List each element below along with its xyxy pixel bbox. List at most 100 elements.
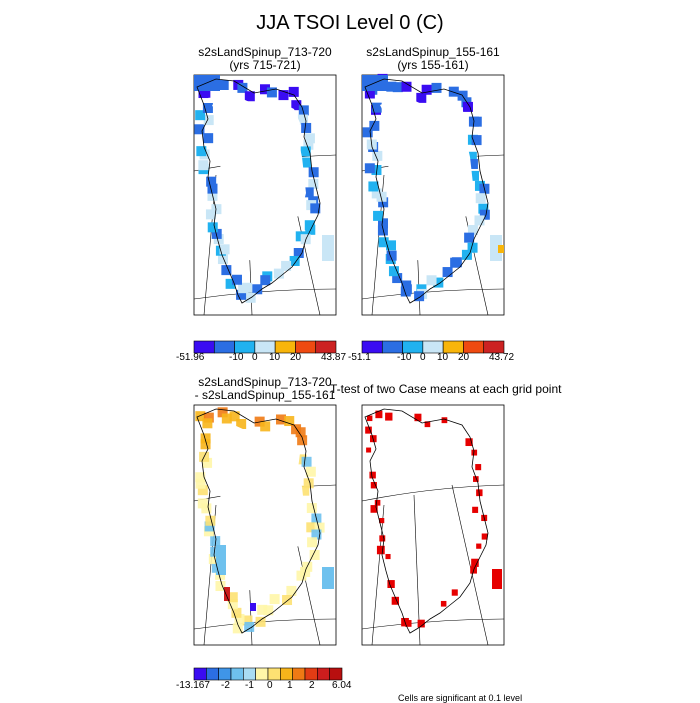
panel3-colorbar-max: 6.04 [332, 680, 352, 691]
grid-cell [284, 416, 295, 427]
significant-cell [481, 533, 488, 540]
colorbar-swatch [267, 667, 281, 681]
grid-cell [388, 266, 399, 277]
grid-cell [219, 244, 230, 255]
panel2-title: s2sLandSpinup_155-161 (yrs 155-161) [362, 46, 504, 72]
panel1-title-line2: (yrs 715-721) [229, 58, 301, 72]
colorbar-swatch [317, 667, 330, 681]
grid-cell [289, 255, 300, 266]
grid-cell [304, 133, 315, 144]
grid-cell [227, 599, 238, 610]
grid-cell [295, 427, 306, 438]
grid-cell [307, 537, 318, 548]
panel2-colorbar-tick: 0 [420, 352, 426, 363]
grid-cell [378, 237, 389, 248]
panel4-footnote: Cells are significant at 0.1 level [398, 693, 523, 703]
panel4-map [361, 404, 505, 646]
grid-cell [377, 225, 388, 236]
significant-cell [391, 596, 400, 605]
grid-cell [234, 613, 245, 624]
grid-cell [273, 268, 284, 279]
significant-cell [475, 464, 482, 471]
colorbar-swatch [255, 667, 269, 681]
meridian-line [451, 484, 489, 646]
panel1-map-content [193, 74, 337, 316]
map-frame [361, 404, 505, 646]
panel1-colorbar-max: 43.87 [321, 352, 347, 363]
grid-cell [203, 115, 214, 126]
grid-cell [225, 278, 236, 289]
grid-cell [467, 242, 478, 253]
panel3-colorbar-tick: -1 [245, 680, 254, 691]
significant-cell [375, 410, 383, 419]
grid-cell [450, 257, 461, 268]
significant-cell [441, 417, 448, 424]
grid-cell [373, 210, 384, 221]
panel2-map-content [361, 73, 505, 316]
significant-cell [417, 619, 425, 628]
panel3-colorbar-tick: 2 [309, 680, 315, 691]
coastline [364, 78, 489, 304]
grid-cell [467, 158, 478, 169]
ice-sheet-interior [380, 95, 474, 261]
grid-cell [203, 412, 214, 423]
grid-cell [314, 522, 325, 533]
grid-cell [464, 232, 475, 243]
grid-cell [218, 80, 229, 91]
colorbar-swatch [329, 667, 343, 681]
panel2-colorbar-tick: 20 [458, 352, 470, 363]
grid-cell [466, 151, 477, 162]
grid-cell [236, 418, 247, 429]
grid-cell [200, 439, 211, 450]
grid-cell [378, 197, 389, 208]
grid-cell [231, 274, 242, 285]
grid-cell [215, 581, 226, 592]
grid-cell [297, 435, 308, 446]
grid-cell [303, 478, 314, 489]
grid-cell [202, 102, 213, 113]
panel3-colorbar-tick: -2 [221, 680, 230, 691]
grid-cell [200, 87, 211, 98]
panel1-title-line1: s2sLandSpinup_713-720 [198, 45, 332, 59]
significant-cell [451, 589, 458, 596]
grid-cell [227, 592, 238, 603]
grid-cell [282, 595, 293, 606]
significant-cell [465, 438, 473, 447]
coastline [364, 408, 489, 634]
grid-cell [269, 594, 280, 605]
grid-cell [221, 413, 232, 424]
panel1-map [193, 74, 337, 316]
significant-cell [492, 569, 502, 589]
panel2-colorbar-min: -51.1 [348, 352, 371, 363]
grid-cell [474, 215, 485, 226]
grid-cell [309, 549, 320, 560]
panel2-title-line1: s2sLandSpinup_155-161 [366, 45, 500, 59]
colorbar-swatch [218, 667, 232, 681]
panel2-colorbar-tick: 10 [437, 352, 449, 363]
significant-cell [385, 553, 391, 560]
ice-sheet-interior [212, 95, 306, 261]
grid-cell [369, 120, 380, 131]
grid-cell [479, 209, 490, 220]
grid-cell [401, 280, 412, 291]
grid-cell [196, 146, 207, 157]
significant-cell [369, 471, 376, 479]
significant-cell [366, 415, 373, 422]
grid-cell [431, 82, 442, 93]
panel3-title: s2sLandSpinup_713-720 - s2sLandSpinup_15… [194, 376, 336, 402]
grid-cell [299, 485, 310, 496]
grid-cell [301, 456, 312, 467]
grid-cell [298, 105, 309, 116]
grid-cell [471, 116, 482, 127]
grid-cell [207, 183, 218, 194]
grid-cell [421, 84, 432, 95]
grid-cell [461, 249, 472, 260]
panel1-title: s2sLandSpinup_713-720 (yrs 715-721) [194, 46, 336, 72]
panel3-colorbar [193, 667, 343, 681]
grid-cell [308, 178, 319, 189]
significant-cell [476, 543, 482, 549]
significant-cell [385, 412, 393, 421]
panel2-colorbar [361, 340, 505, 354]
significant-cell [376, 545, 385, 555]
grid-cell [205, 209, 216, 220]
